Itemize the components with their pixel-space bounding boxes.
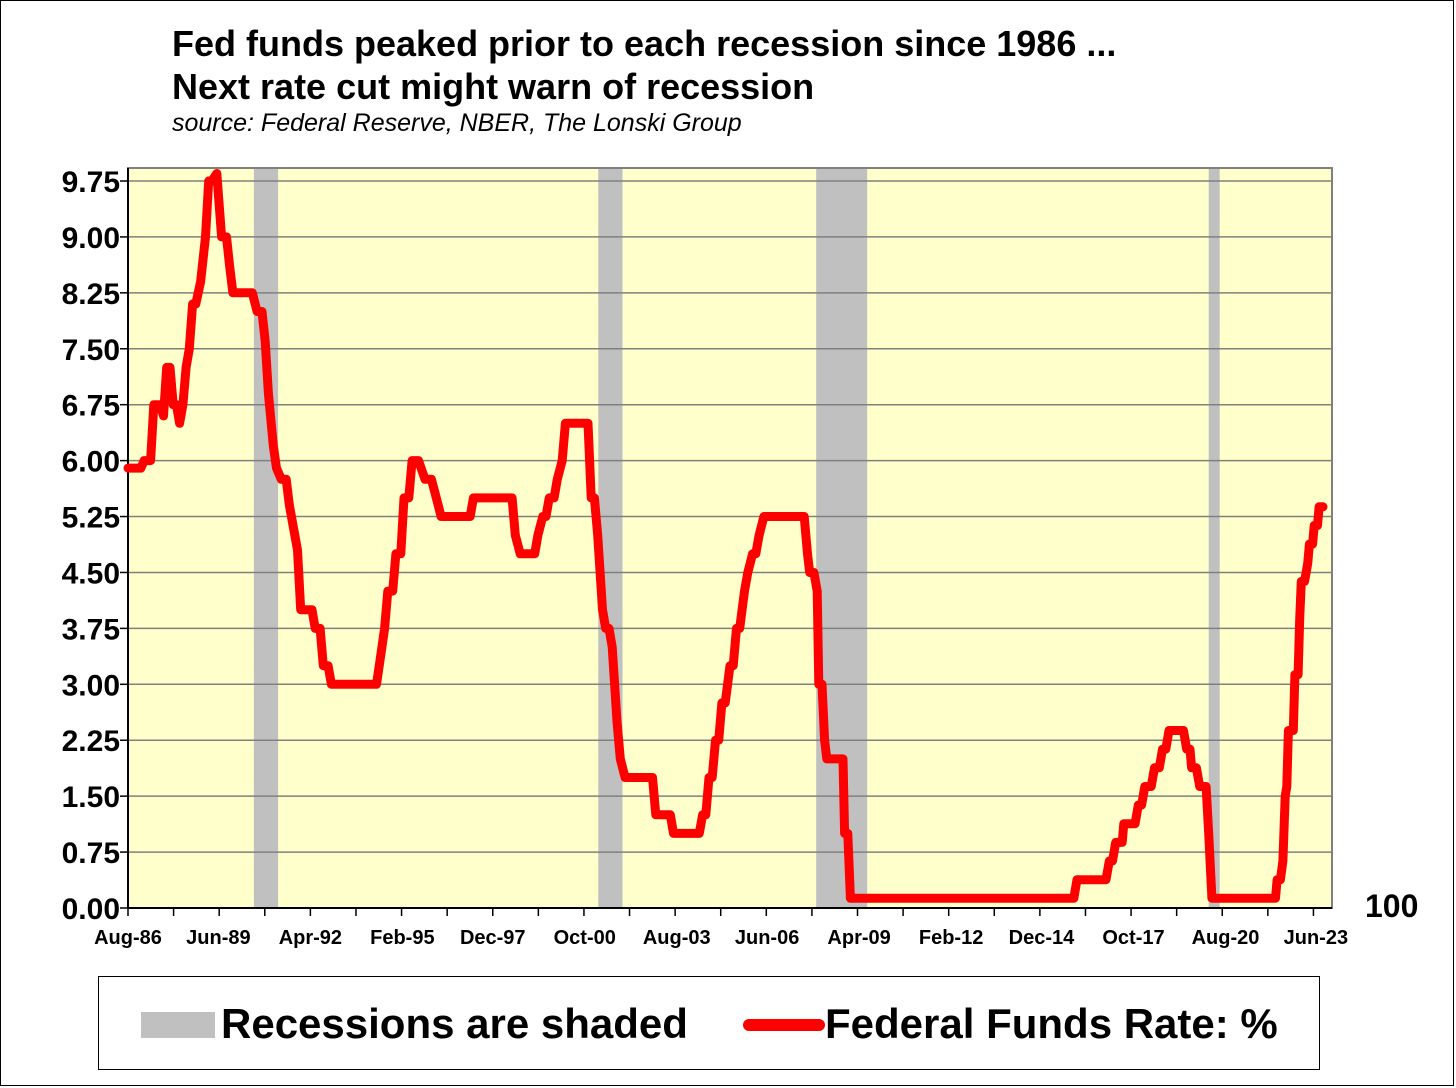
legend-swatch-fed-funds xyxy=(743,1019,825,1031)
x-tick-label-5: Oct-00 xyxy=(554,927,616,949)
legend-label-recession: Recessions are shaded xyxy=(221,1000,688,1047)
series-line-fed-funds-rate xyxy=(123,169,1328,903)
x-tick-label-12: Aug-20 xyxy=(1192,927,1260,949)
x-tick-label-4: Dec-97 xyxy=(460,927,526,949)
x-tick-label-1: Jun-89 xyxy=(186,927,250,949)
y-tick-label-11: 8.25 xyxy=(62,278,120,311)
y-tick-label-1: 0.75 xyxy=(62,837,120,870)
chart-subtitle: source: Federal Reserve, NBER, The Lonsk… xyxy=(172,109,742,137)
y-tick-label-9: 6.75 xyxy=(62,390,120,423)
legend-swatch-recession xyxy=(141,1012,215,1038)
legend: Recessions are shaded Federal Funds Rate… xyxy=(98,976,1320,1070)
x-tick-label-11: Oct-17 xyxy=(1102,927,1164,949)
recession-band-0 xyxy=(253,168,279,908)
y-tick-label-6: 4.50 xyxy=(62,557,120,590)
y-tick-label-3: 2.25 xyxy=(62,725,120,758)
x-tick-label-2: Apr-92 xyxy=(279,927,342,949)
y-tick-label-2: 1.50 xyxy=(62,781,120,814)
y-tick-label-8: 6.00 xyxy=(62,446,120,479)
x-tick-label-8: Apr-09 xyxy=(827,927,890,949)
chart-title: Fed funds peaked prior to each recession… xyxy=(172,23,1117,64)
chart-title-line2: Next rate cut might warn of recession xyxy=(172,66,815,107)
y-tick-label-5: 3.75 xyxy=(62,613,120,646)
plot-area xyxy=(128,168,1332,908)
legend-label-fed-funds: Federal Funds Rate: % xyxy=(825,1000,1278,1047)
y-tick-label-12: 9.00 xyxy=(62,222,120,255)
y-tick-label-13: 9.75 xyxy=(62,166,120,199)
x-tick-label-9: Feb-12 xyxy=(919,927,983,949)
right-axis-label: 100 xyxy=(1365,888,1419,924)
x-tick-label-10: Dec-14 xyxy=(1009,927,1075,949)
y-tick-label-4: 3.00 xyxy=(62,669,120,702)
y-tick-label-0: 0.00 xyxy=(62,893,120,926)
recession-band-3 xyxy=(1208,168,1220,908)
x-tick-label-0: Aug-86 xyxy=(94,927,162,949)
y-tick-label-7: 5.25 xyxy=(62,502,120,535)
title-block: Fed funds peaked prior to each recession… xyxy=(172,22,1116,138)
x-tick-label-6: Aug-03 xyxy=(643,927,711,949)
x-tick-label-3: Feb-95 xyxy=(370,927,434,949)
x-tick-label-7: Jun-06 xyxy=(735,927,799,949)
y-tick-label-10: 7.50 xyxy=(62,334,120,367)
x-tick-label-13: Jun-23 xyxy=(1284,927,1348,949)
